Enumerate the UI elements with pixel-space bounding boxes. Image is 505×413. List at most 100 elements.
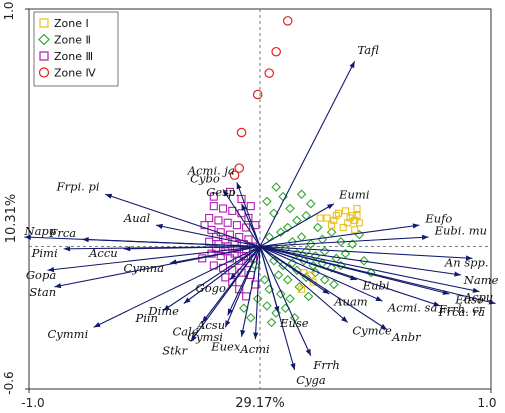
- arrowhead-an-spp: [465, 255, 473, 261]
- legend-label: Zone Ⅲ: [54, 50, 93, 63]
- zone-iv-point: [252, 89, 263, 100]
- arrowhead-acmi-sa: [375, 296, 383, 302]
- vector-gesp: [241, 203, 261, 247]
- legend-item: Zone Ⅳ: [38, 67, 97, 80]
- zone-i-point: [307, 271, 315, 279]
- zone-iii-point: [246, 202, 255, 211]
- zone-iii-point: [216, 251, 225, 261]
- label-frca: Frca: [48, 226, 76, 240]
- label-euse: Euse: [279, 316, 309, 330]
- zone-i-point: [330, 216, 338, 224]
- vector-frca-ra: [259, 245, 441, 307]
- legend-circle-icon: [38, 67, 50, 78]
- arrowhead-frrh: [305, 348, 311, 356]
- zone-iii-point: [221, 235, 230, 244]
- zone-ii-point: [296, 189, 307, 200]
- zone-ii-point: [269, 255, 279, 266]
- vector-acmi-sa: [259, 245, 383, 302]
- vector-anbr: [259, 246, 388, 331]
- zone-ii-point: [312, 222, 323, 233]
- arrowhead-cymce: [341, 316, 348, 323]
- label-cymsi: Cymsi: [187, 330, 223, 344]
- zone-i-point: [346, 214, 354, 222]
- legend-square-icon: [39, 18, 49, 28]
- label-euex: Euex: [210, 340, 241, 354]
- zone-iii-point: [235, 232, 244, 242]
- vector-frrh-cr: [259, 245, 496, 305]
- legend-label: Zone Ⅰ: [54, 17, 89, 30]
- legend-item: Zone Ⅱ: [38, 34, 91, 47]
- label-tafl: Tafl: [357, 43, 379, 57]
- vector-frrh: [259, 246, 312, 356]
- label-name: Name: [463, 273, 499, 287]
- vector-eumi: [259, 203, 335, 247]
- zone-iv-point: [271, 46, 281, 57]
- zone-ii-point: [282, 222, 293, 233]
- arrowhead-anbr: [380, 323, 388, 330]
- x-axis-percent-label: 29.17%: [235, 396, 285, 411]
- zone-ii-point: [329, 279, 339, 290]
- vector-acmi-ja: [236, 182, 261, 247]
- vector-cymsi: [224, 246, 261, 328]
- label-stkr: Stkr: [162, 343, 188, 357]
- arrowhead-stkr: [190, 334, 197, 342]
- arrowhead-tafl: [349, 61, 355, 69]
- zone-iii-point: [237, 268, 246, 277]
- label-aual: Aual: [123, 211, 151, 225]
- legend-square-icon: [39, 51, 49, 61]
- label-napu: Napu: [24, 224, 57, 238]
- zone-i-point: [334, 209, 343, 217]
- label-cyga: Cyga: [296, 373, 326, 387]
- label-accu: Accu: [88, 246, 118, 260]
- zone-iii-point: [228, 206, 237, 215]
- zone-ii-point: [347, 239, 358, 249]
- label-frrh-cr: Frrh. cr: [438, 302, 486, 316]
- label-gogo: Gogo: [196, 281, 226, 295]
- zone-ii-point: [273, 270, 284, 280]
- arrowhead-napu: [24, 234, 31, 240]
- zone-ii-point: [292, 215, 302, 226]
- zone-ii-point: [306, 198, 316, 209]
- vector-frpi-pi: [105, 193, 261, 248]
- label-eubi: Eubi: [362, 279, 390, 293]
- zone-ii-point: [326, 227, 337, 238]
- label-cybo: Cybo: [190, 171, 220, 185]
- zone-ii-point: [287, 236, 298, 247]
- zone-ii-point: [303, 291, 314, 302]
- vector-name: [259, 245, 462, 276]
- zone-iv-point: [282, 16, 293, 26]
- label-acmi: Acmi: [239, 342, 270, 356]
- zone-iii-point: [235, 256, 244, 265]
- label-cymce: Cymce: [352, 323, 392, 337]
- vector-cymmi: [93, 246, 261, 328]
- zone-i-point: [355, 219, 363, 227]
- arrowhead-gogo: [229, 273, 237, 280]
- zone-ii-point: [359, 255, 369, 266]
- zone-ii-point: [326, 263, 337, 273]
- arrowhead-acmi-ja: [236, 182, 242, 190]
- zone-ii-point: [271, 182, 281, 192]
- label-eumi: Eumi: [338, 188, 370, 202]
- arrowhead-dime: [183, 297, 191, 304]
- label-cymna: Cymna: [124, 261, 165, 275]
- vector-cymce: [259, 246, 349, 323]
- label-piin: Piin: [134, 311, 158, 325]
- zone-iii-point: [214, 216, 223, 225]
- zone-iii-point: [218, 204, 228, 213]
- zone-i-point: [353, 212, 361, 220]
- arrowhead-aual: [156, 223, 163, 229]
- zone-ii-point: [310, 267, 321, 278]
- arrowhead-piin: [162, 304, 170, 311]
- label-acmi-sa: Acmi. sa: [387, 301, 438, 315]
- arrowhead-frpi-pi: [105, 193, 113, 199]
- zone-ii-point: [301, 246, 311, 257]
- arrowhead-acmi: [253, 332, 259, 340]
- arrowhead-cyga: [290, 363, 296, 370]
- zone-iv-point: [236, 127, 247, 138]
- arrowhead-frca: [82, 237, 89, 243]
- zone-i-point: [328, 221, 336, 229]
- vector-eufo: [259, 224, 420, 248]
- vector-eubi-mu: [259, 236, 429, 248]
